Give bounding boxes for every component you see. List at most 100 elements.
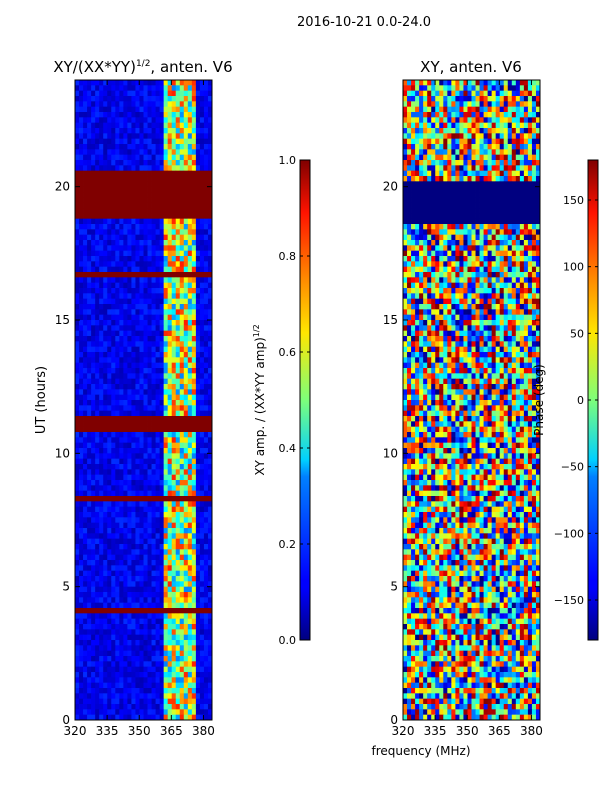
heatmap-cell: [184, 699, 188, 705]
heatmap-cell: [196, 453, 200, 459]
heatmap-cell: [99, 267, 103, 273]
heatmap-cell: [176, 699, 180, 705]
heatmap-cell: [196, 400, 200, 406]
heatmap-cell: [99, 208, 103, 214]
heatmap-cell: [139, 405, 143, 411]
heatmap-cell: [463, 181, 467, 187]
heatmap-cell: [463, 149, 467, 155]
heatmap-cell: [508, 96, 512, 102]
heatmap-cell: [119, 517, 123, 523]
heatmap-cell: [480, 187, 484, 193]
heatmap-cell: [99, 485, 103, 491]
heatmap-cell: [87, 683, 91, 689]
heatmap-cell: [200, 624, 204, 630]
heatmap-cell: [192, 459, 196, 465]
heatmap-cell: [184, 80, 188, 86]
heatmap-cell: [83, 416, 87, 422]
heatmap-cell: [107, 229, 111, 235]
heatmap-cell: [131, 363, 135, 369]
heatmap-cell: [83, 192, 87, 198]
heatmap-cell: [164, 629, 168, 635]
heatmap-cell: [115, 411, 119, 417]
heatmap-cell: [184, 293, 188, 299]
heatmap-cell: [115, 256, 119, 262]
heatmap-cell: [423, 160, 427, 166]
heatmap-cell: [152, 133, 156, 139]
heatmap-cell: [135, 139, 139, 145]
heatmap-cell: [83, 139, 87, 145]
heatmap-cell: [196, 619, 200, 625]
heatmap-cell: [200, 277, 204, 283]
heatmap-cell: [172, 672, 176, 678]
heatmap-cell: [180, 459, 184, 465]
heatmap-cell: [111, 587, 115, 593]
heatmap-cell: [451, 181, 455, 187]
heatmap-cell: [196, 288, 200, 294]
heatmap-cell: [467, 112, 471, 118]
heatmap-cell: [172, 491, 176, 497]
heatmap-cell: [131, 539, 135, 545]
heatmap-cell: [148, 107, 152, 113]
heatmap-cell: [176, 272, 180, 278]
heatmap-cell: [131, 112, 135, 118]
heatmap-cell: [91, 368, 95, 374]
heatmap-cell: [455, 123, 459, 129]
heatmap-cell: [504, 107, 508, 113]
heatmap-cell: [95, 283, 99, 289]
heatmap-cell: [139, 368, 143, 374]
heatmap-cell: [148, 512, 152, 518]
heatmap-cell: [148, 224, 152, 230]
heatmap-cell: [75, 384, 79, 390]
heatmap-cell: [439, 107, 443, 113]
heatmap-cell: [156, 224, 160, 230]
heatmap-cell: [188, 613, 192, 619]
heatmap-cell: [119, 128, 123, 134]
heatmap-cell: [75, 597, 79, 603]
heatmap-cell: [131, 304, 135, 310]
heatmap-cell: [115, 661, 119, 667]
heatmap-cell: [115, 464, 119, 470]
heatmap-cell: [115, 432, 119, 438]
heatmap-cell: [144, 464, 148, 470]
heatmap-cell: [152, 480, 156, 486]
heatmap-cell: [180, 203, 184, 209]
heatmap-cell: [111, 144, 115, 150]
heatmap-cell: [127, 459, 131, 465]
heatmap-cell: [115, 512, 119, 518]
heatmap-cell: [131, 373, 135, 379]
heatmap-cell: [107, 320, 111, 326]
heatmap-cell: [144, 288, 148, 294]
heatmap-cell: [144, 267, 148, 273]
heatmap-cell: [492, 101, 496, 107]
heatmap-cell: [196, 80, 200, 86]
heatmap-cell: [99, 357, 103, 363]
heatmap-cell: [403, 91, 407, 97]
heatmap-cell: [95, 107, 99, 113]
heatmap-cell: [139, 283, 143, 289]
heatmap-cell: [200, 661, 204, 667]
heatmap-cell: [168, 448, 172, 454]
heatmap-cell: [455, 176, 459, 182]
heatmap-cell: [152, 443, 156, 449]
heatmap-cell: [463, 160, 467, 166]
heatmap-cell: [176, 528, 180, 534]
heatmap-cell: [188, 299, 192, 305]
heatmap-cell: [451, 187, 455, 193]
heatmap-cell: [127, 181, 131, 187]
heatmap-cell: [127, 576, 131, 582]
heatmap-cell: [148, 677, 152, 683]
heatmap-cell: [204, 331, 208, 337]
heatmap-cell: [160, 619, 164, 625]
heatmap-cell: [160, 512, 164, 518]
heatmap-cell: [107, 272, 111, 278]
heatmap-cell: [99, 453, 103, 459]
heatmap-cell: [123, 523, 127, 529]
heatmap-cell: [115, 379, 119, 385]
heatmap-cell: [168, 389, 172, 395]
heatmap-cell: [103, 101, 107, 107]
heatmap-cell: [115, 683, 119, 689]
heatmap-cell: [176, 688, 180, 694]
heatmap-cell: [176, 539, 180, 545]
heatmap-cell: [99, 475, 103, 481]
